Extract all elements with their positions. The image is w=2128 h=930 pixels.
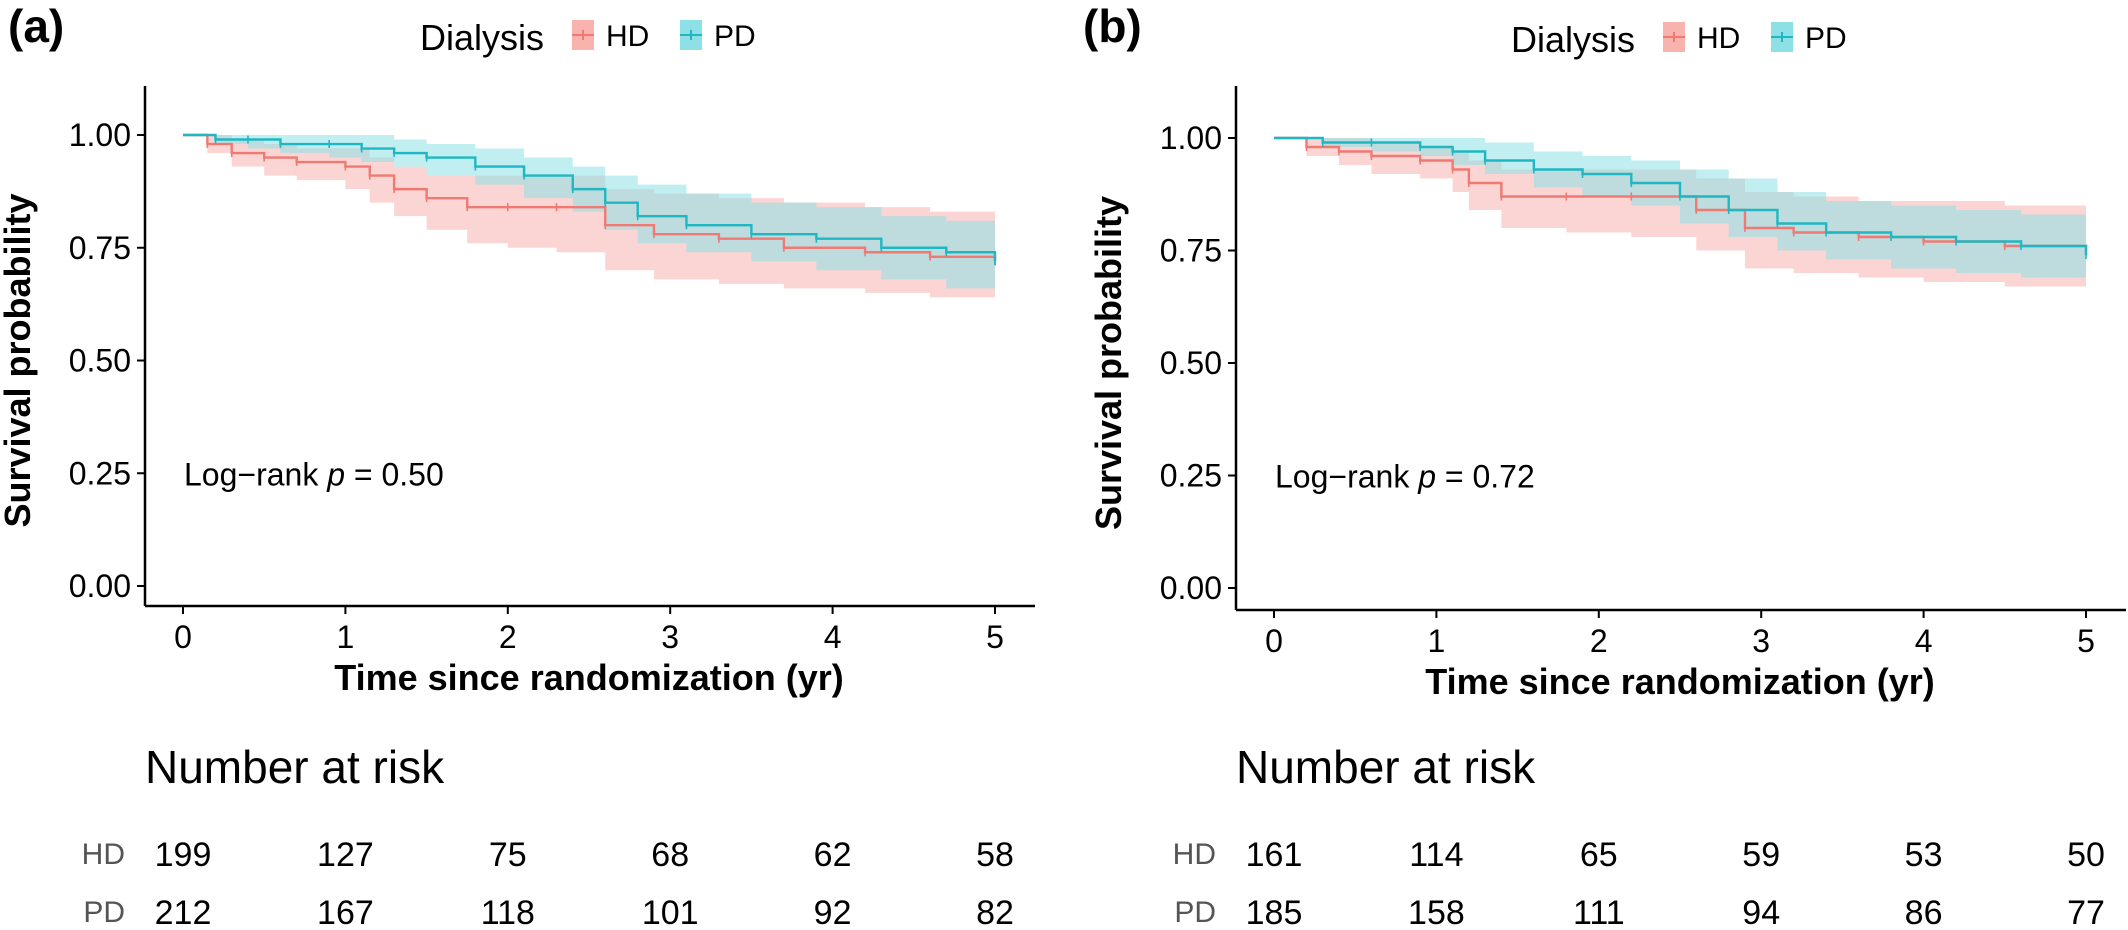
risk-count: 77 — [2067, 894, 2105, 930]
y-tick-label: 1.00 — [1160, 120, 1222, 156]
legend-entry-hd: HD — [572, 20, 649, 53]
risk-row-label: PD — [83, 896, 125, 929]
risk-count: 53 — [1905, 836, 1943, 874]
risk-table: Number at risk HD 199 127 75 68 62 58 PD 212 167 11… — [82, 741, 1014, 930]
x-tick-label: 1 — [1428, 623, 1446, 659]
legend-title: Dialysis — [420, 17, 544, 58]
y-tick-label: 0.25 — [69, 455, 131, 491]
y-axis-title: Survival probability — [1088, 196, 1129, 530]
y-tick-label: 0.50 — [69, 343, 131, 379]
risk-count: 86 — [1905, 894, 1943, 930]
panel-b: (b) Dialysis HD PD 0.00 0.25 0.50 0.75 1.00 0 1 2 3 4… — [1083, 0, 2126, 930]
risk-count: 75 — [489, 836, 527, 874]
y-tick-label: 0.75 — [69, 230, 131, 266]
risk-row-pd: PD 212 167 118 101 92 82 — [83, 894, 1014, 930]
risk-row-hd: HD 161 114 65 59 53 50 — [1173, 836, 2105, 874]
risk-count: 212 — [155, 894, 212, 930]
y-tick-label: 0.00 — [69, 568, 131, 604]
annotation-p-symbol: p — [326, 456, 345, 492]
x-axis-title: Time since randomization (yr) — [334, 657, 843, 698]
risk-count: 68 — [651, 836, 689, 874]
risk-count: 199 — [155, 836, 212, 874]
series-hd — [183, 133, 997, 266]
y-tick-label: 1.00 — [69, 117, 131, 153]
legend-label-hd: HD — [606, 20, 649, 53]
y-tick-label: 0.00 — [1160, 570, 1222, 606]
x-tick-label: 4 — [824, 619, 842, 655]
series-pd — [183, 133, 997, 266]
risk-table-title: Number at risk — [145, 741, 445, 793]
legend-title: Dialysis — [1511, 19, 1635, 60]
risk-count: 92 — [814, 894, 852, 930]
legend: Dialysis HD PD — [1511, 19, 1847, 60]
annotation-value: = 0.72 — [1436, 459, 1535, 495]
panel-label: (a) — [8, 0, 64, 52]
risk-count: 82 — [976, 894, 1014, 930]
risk-row-hd: HD 199 127 75 68 62 58 — [82, 836, 1014, 874]
x-tick-label: 2 — [499, 619, 517, 655]
x-tick-label: 5 — [986, 619, 1004, 655]
risk-count: 161 — [1246, 836, 1303, 874]
ci-band-pd — [1274, 138, 2086, 287]
panel-a: (a) Dialysis HD PD 0.00 0.25 0.50 0.75 1.00 0 1 2 3 4… — [0, 0, 1035, 930]
x-tick-label: 1 — [337, 619, 355, 655]
risk-row-label: PD — [1174, 896, 1216, 929]
x-tick-label: 0 — [174, 619, 192, 655]
y-tick-label: 0.75 — [1160, 233, 1222, 269]
x-tick-label: 3 — [661, 619, 679, 655]
panel-label: (b) — [1083, 0, 1142, 52]
legend-label-pd: PD — [1805, 22, 1847, 55]
risk-count: 50 — [2067, 836, 2105, 874]
risk-count: 65 — [1580, 836, 1618, 874]
legend: Dialysis HD PD — [420, 17, 756, 58]
risk-count: 111 — [1573, 894, 1625, 930]
annotation-prefix: Log−rank — [184, 456, 327, 492]
risk-count: 58 — [976, 836, 1014, 874]
risk-row-label: HD — [82, 838, 125, 871]
risk-count: 167 — [317, 894, 374, 930]
risk-count: 101 — [642, 894, 699, 930]
risk-table-title: Number at risk — [1236, 741, 1536, 793]
legend-entry-hd: HD — [1663, 22, 1740, 55]
risk-count: 158 — [1408, 894, 1465, 930]
survival-line-pd — [1274, 136, 2088, 255]
series-pd — [1274, 136, 2088, 259]
x-tick-label: 3 — [1752, 623, 1770, 659]
ci-band-pd — [183, 135, 995, 298]
risk-count: 118 — [481, 894, 535, 930]
annotation-prefix: Log−rank — [1275, 459, 1418, 495]
log-rank-annotation: Log−rank p = 0.50 — [184, 456, 444, 492]
x-tick-label: 4 — [1915, 623, 1933, 659]
x-tick-label: 5 — [2077, 623, 2095, 659]
risk-row-label: HD — [1173, 838, 1216, 871]
risk-count: 185 — [1246, 894, 1303, 930]
legend-entry-pd: PD — [680, 20, 756, 53]
risk-count: 114 — [1409, 836, 1463, 874]
risk-count: 62 — [814, 836, 852, 874]
x-tick-label: 0 — [1265, 623, 1283, 659]
survival-line-pd — [183, 133, 997, 262]
legend-entry-pd: PD — [1771, 22, 1847, 55]
annotation-value: = 0.50 — [345, 456, 444, 492]
risk-table: Number at risk HD 161 114 65 59 53 50 PD 185 158 11… — [1173, 741, 2105, 930]
log-rank-annotation: Log−rank p = 0.72 — [1275, 459, 1535, 495]
risk-count: 94 — [1742, 894, 1780, 930]
y-tick-label: 0.25 — [1160, 458, 1222, 494]
y-axis-title: Survival probability — [0, 193, 38, 527]
legend-label-pd: PD — [714, 20, 756, 53]
risk-count: 127 — [317, 836, 374, 874]
annotation-p-symbol: p — [1417, 459, 1436, 495]
risk-row-pd: PD 185 158 111 94 86 77 — [1174, 894, 2105, 930]
x-tick-label: 2 — [1590, 623, 1608, 659]
legend-label-hd: HD — [1697, 22, 1740, 55]
risk-count: 59 — [1742, 836, 1780, 874]
x-axis-title: Time since randomization (yr) — [1425, 661, 1934, 702]
y-tick-label: 0.50 — [1160, 345, 1222, 381]
